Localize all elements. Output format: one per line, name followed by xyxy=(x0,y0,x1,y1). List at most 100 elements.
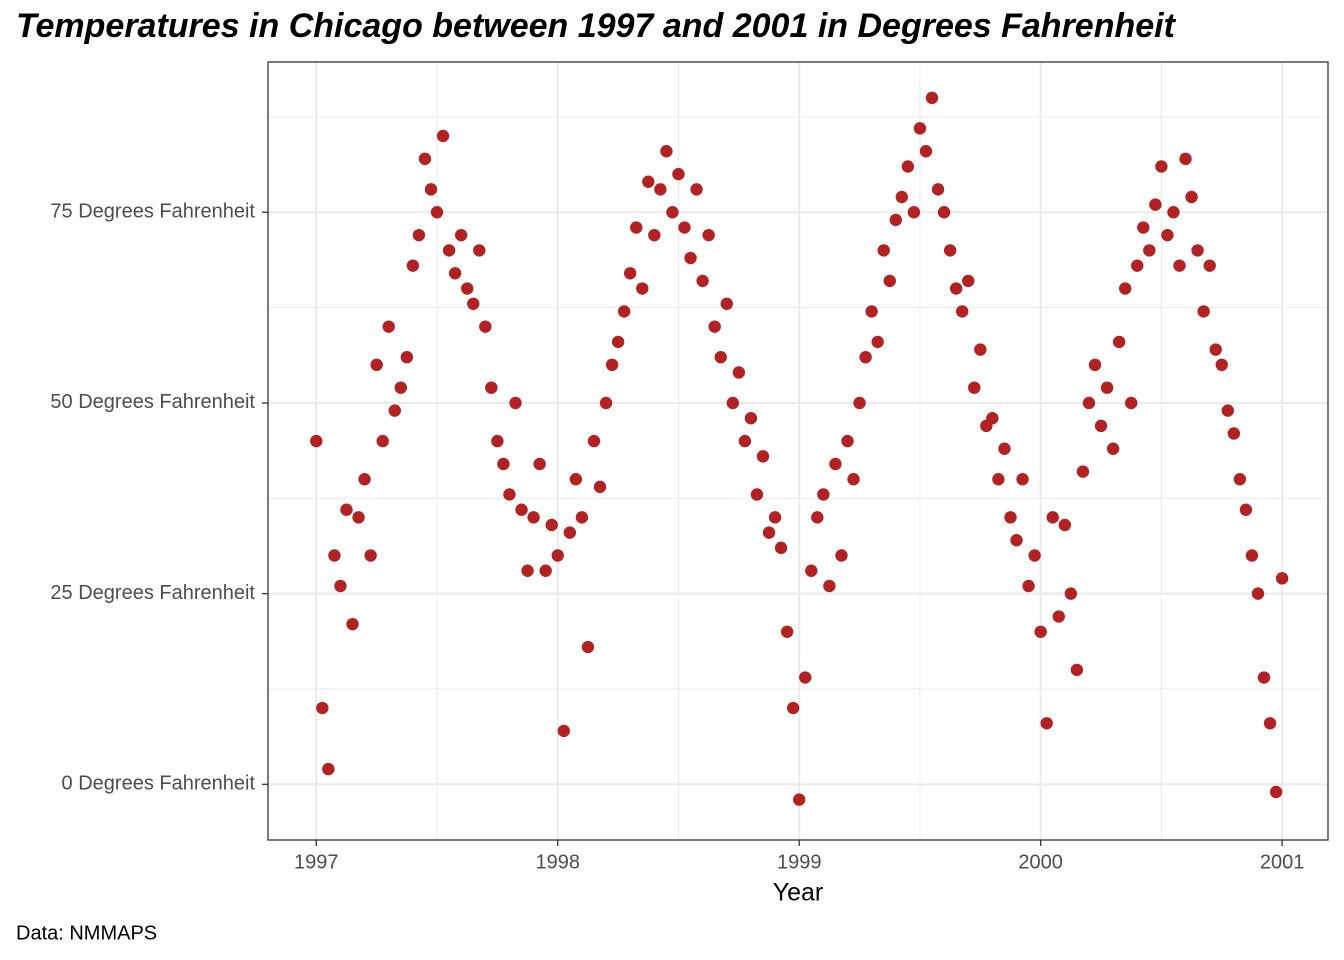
point xyxy=(823,579,836,593)
point xyxy=(853,396,866,410)
x-tick-label: 1997 xyxy=(294,851,339,873)
point xyxy=(587,434,601,448)
point xyxy=(732,366,746,379)
point xyxy=(877,244,890,257)
point xyxy=(949,282,963,295)
point xyxy=(467,297,480,310)
point xyxy=(974,343,987,356)
point xyxy=(1046,511,1059,524)
point xyxy=(1209,343,1222,356)
point xyxy=(442,244,456,257)
point xyxy=(793,793,806,806)
plot-border xyxy=(267,61,1329,841)
point xyxy=(1239,503,1253,516)
point xyxy=(575,511,589,524)
point xyxy=(352,511,365,524)
point xyxy=(593,480,607,494)
point xyxy=(829,457,842,471)
point xyxy=(642,175,655,188)
point xyxy=(762,526,776,539)
point xyxy=(1245,549,1259,562)
point xyxy=(889,213,902,227)
point xyxy=(1016,473,1029,486)
point xyxy=(340,503,353,516)
point xyxy=(1088,358,1102,372)
point xyxy=(497,457,510,471)
point xyxy=(666,206,679,219)
point xyxy=(509,396,522,410)
point xyxy=(479,320,492,333)
point xyxy=(569,473,583,486)
point xyxy=(1269,785,1283,799)
point xyxy=(1058,518,1072,532)
point xyxy=(1191,244,1204,257)
point xyxy=(623,267,637,280)
point xyxy=(1137,221,1150,234)
point xyxy=(1010,534,1023,547)
point xyxy=(720,297,733,310)
y-tick-label: 75 Degrees Fahrenheit xyxy=(50,201,255,223)
point xyxy=(322,762,335,776)
point xyxy=(799,671,812,684)
point xyxy=(521,564,534,577)
point xyxy=(901,160,915,173)
point xyxy=(841,434,854,448)
point xyxy=(376,434,389,448)
point xyxy=(1034,625,1047,638)
point xyxy=(316,701,329,715)
point xyxy=(400,350,414,364)
point xyxy=(1155,160,1168,173)
point xyxy=(1221,404,1234,417)
point xyxy=(660,145,673,158)
point xyxy=(672,167,685,181)
x-tick-label: 2000 xyxy=(1018,851,1063,873)
point xyxy=(714,350,727,364)
point xyxy=(1167,206,1180,219)
point xyxy=(871,335,884,349)
point xyxy=(1070,663,1084,677)
points xyxy=(310,91,1289,806)
point xyxy=(448,267,462,280)
point xyxy=(364,549,377,562)
point xyxy=(968,381,981,394)
point xyxy=(654,183,667,196)
x-tick-label: 1998 xyxy=(535,851,580,873)
chart-title: Temperatures in Chicago between 1997 and… xyxy=(16,7,1177,45)
point xyxy=(418,152,432,166)
point xyxy=(750,488,764,501)
point xyxy=(1203,259,1216,272)
point xyxy=(454,228,468,242)
point xyxy=(835,549,848,562)
point xyxy=(859,350,872,364)
point xyxy=(485,381,498,394)
y-tick-label: 50 Degrees Fahrenheit xyxy=(50,391,255,413)
x-axis-label: Year xyxy=(773,879,824,907)
point xyxy=(539,564,552,577)
point xyxy=(962,274,975,288)
point xyxy=(998,442,1011,455)
point xyxy=(412,228,426,242)
point xyxy=(1251,587,1265,600)
point xyxy=(847,473,860,486)
point xyxy=(780,625,794,638)
point xyxy=(1173,259,1186,272)
point xyxy=(907,206,921,219)
point xyxy=(684,251,697,265)
point xyxy=(1197,305,1210,318)
point xyxy=(1215,358,1228,372)
point xyxy=(811,511,824,524)
point xyxy=(328,549,341,562)
point xyxy=(805,564,818,577)
point xyxy=(394,381,408,394)
y-tick-label: 0 Degrees Fahrenheit xyxy=(62,773,256,795)
point xyxy=(986,412,999,425)
point xyxy=(1179,152,1192,166)
point xyxy=(406,259,420,272)
point xyxy=(515,503,528,516)
point xyxy=(895,190,909,204)
x-tick-label: 1999 xyxy=(777,851,822,873)
point xyxy=(955,305,969,318)
point xyxy=(1040,717,1053,730)
point xyxy=(1118,282,1132,295)
point xyxy=(817,488,830,501)
